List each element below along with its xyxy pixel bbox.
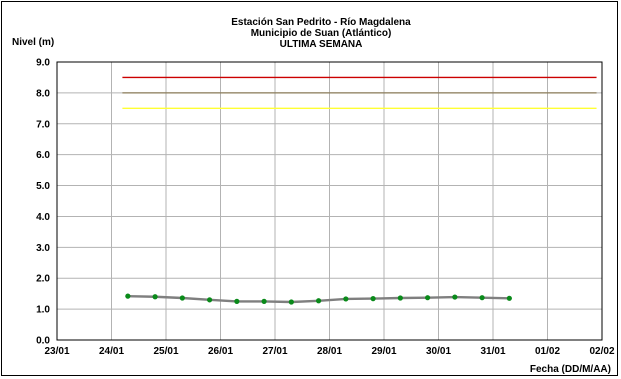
chart-title-line-2: Municipio de Suan (Atlántico)	[251, 28, 392, 39]
data-point	[179, 295, 185, 301]
y-tick-label: 2.0	[36, 274, 50, 285]
data-point	[343, 296, 349, 302]
x-axis-label: Fecha (DD/M/AA)	[530, 364, 611, 375]
data-point	[479, 295, 485, 301]
y-tick-label: 1.0	[36, 305, 50, 316]
x-tick-label: 23/01	[44, 346, 69, 357]
x-tick-label: 26/01	[208, 346, 233, 357]
data-point	[288, 299, 294, 305]
y-tick-label: 8.0	[36, 88, 50, 99]
y-tick-label: 7.0	[36, 119, 50, 130]
grid-layer	[56, 61, 603, 341]
x-tick-label: 28/01	[317, 346, 342, 357]
x-tick-label: 30/01	[426, 346, 451, 357]
data-point	[316, 298, 322, 304]
x-tick-label: 24/01	[99, 346, 124, 357]
plot-area-border	[56, 61, 603, 341]
data-point	[207, 297, 213, 303]
chart-title-line-1: Estación San Pedrito - Río Magdalena	[231, 17, 411, 28]
x-tick-label: 31/01	[480, 346, 505, 357]
y-tick-label: 0.0	[36, 336, 50, 347]
x-tick-label: 25/01	[153, 346, 178, 357]
y-tick-label: 5.0	[36, 181, 50, 192]
data-point	[506, 295, 512, 301]
y-tick-label: 6.0	[36, 150, 50, 161]
tick-labels: 0.0 1.0 2.0 3.0 4.0 5.0 6.0 7.0 8.0 9.0 23/01 24/01…	[36, 58, 615, 358]
data-point	[452, 294, 458, 300]
x-tick-label: 02/02	[589, 346, 614, 357]
data-point	[425, 295, 431, 301]
x-tick-label: 29/01	[371, 346, 396, 357]
y-axis-label: Nivel (m)	[12, 37, 54, 48]
reference-lines	[122, 76, 597, 109]
data-point	[152, 294, 158, 300]
series-layer	[125, 293, 512, 305]
y-tick-label: 3.0	[36, 243, 50, 254]
y-tick-label: 4.0	[36, 212, 50, 223]
data-point	[234, 298, 240, 304]
data-point	[261, 298, 267, 304]
data-point	[370, 296, 376, 302]
data-point	[397, 295, 403, 301]
chart-title-line-3: ULTIMA SEMANA	[280, 39, 363, 50]
y-tick-label: 9.0	[36, 58, 50, 69]
x-tick-label: 01/02	[535, 346, 560, 357]
x-tick-label: 27/01	[262, 346, 287, 357]
data-point	[125, 293, 131, 299]
